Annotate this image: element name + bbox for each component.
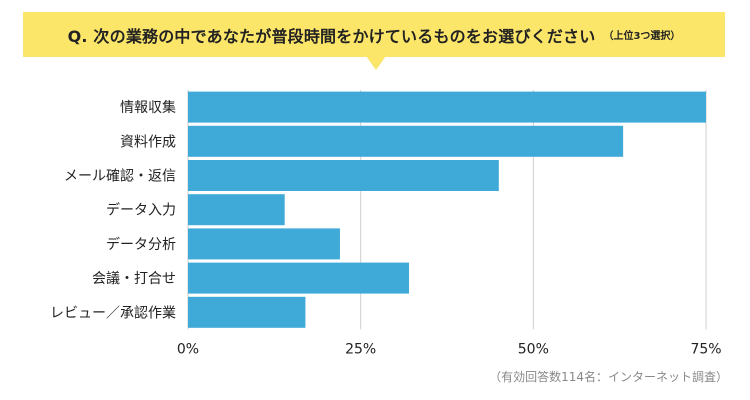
banner-pointer	[366, 56, 386, 70]
question-text: Q. 次の業務の中であなたが普段時間をかけているものをお選びください	[67, 26, 596, 46]
bar-2	[188, 160, 499, 191]
category-label-4: データ分析	[106, 236, 176, 253]
category-label-1: 資料作成	[120, 134, 176, 150]
x-tick-label-3: 75%	[690, 341, 721, 357]
bar-1	[188, 125, 624, 157]
question-note: （上位3つ選択）	[603, 31, 681, 42]
category-label-0: 情報収集	[120, 99, 176, 116]
x-tick-label-0: 0%	[177, 341, 199, 357]
bar-0	[188, 91, 706, 123]
category-label-6: レビュー／承認作業	[50, 305, 176, 321]
footnote: （有効回答数114名：インターネット調査）	[489, 370, 728, 384]
bar-4	[188, 228, 340, 260]
category-label-2: メール確認・返信	[64, 169, 176, 185]
bar-3	[188, 194, 285, 226]
bar-6	[188, 296, 306, 328]
x-tick-label-2: 50%	[518, 341, 549, 357]
category-label-5: 会議・打合せ	[92, 270, 176, 287]
category-label-3: データ入力	[106, 202, 176, 219]
bar-5	[188, 262, 410, 294]
question-banner: Q. 次の業務の中であなたが普段時間をかけているものをお選びください （上位3つ…	[23, 12, 725, 57]
x-tick-label-1: 25%	[345, 341, 376, 357]
